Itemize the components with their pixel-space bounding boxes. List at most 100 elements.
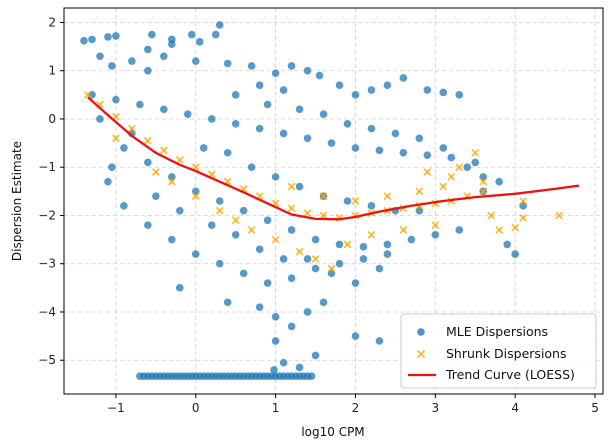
y-tick-label: 0 [48, 112, 56, 126]
shrunk-point [327, 264, 336, 273]
shrunk-point [247, 226, 256, 234]
y-axis-label: Dispersion Estimate [10, 141, 24, 261]
x-tick-label: 2 [352, 401, 360, 415]
mle-point [183, 110, 192, 118]
shrunk-dispersion-points [84, 90, 563, 273]
mle-point [207, 221, 216, 229]
mle-point [199, 144, 208, 152]
mle-point [303, 66, 312, 75]
trend-curve-group [87, 96, 580, 221]
y-axis-ticks: −5 −4 −3 −2 −1 0 1 2 [38, 15, 64, 367]
mle-point [415, 134, 424, 143]
mle-point [287, 322, 296, 331]
mle-point [144, 66, 152, 75]
legend-box [400, 313, 597, 389]
mle-point [104, 177, 112, 186]
mle-point [239, 269, 248, 278]
mle-point [271, 313, 280, 321]
mle-point [287, 226, 296, 234]
mle-point [303, 308, 312, 316]
mle-point [215, 21, 224, 29]
legend-marker-mle [417, 328, 425, 336]
mle-point [343, 197, 352, 205]
shrunk-point [271, 235, 280, 244]
mle-point [503, 240, 511, 249]
mle-point [270, 366, 278, 374]
shrunk-point [431, 221, 440, 230]
mle-point [335, 81, 344, 89]
mle-point [423, 151, 432, 159]
x-axis-ticks: −1 0 1 2 3 4 5 [107, 394, 599, 415]
y-tick-label: −5 [38, 353, 56, 367]
mle-point [239, 206, 248, 215]
shrunk-point [319, 192, 328, 201]
mle-point [112, 95, 120, 104]
mle-point [375, 146, 384, 155]
mle-point [80, 37, 88, 45]
legend: MLE Dispersions Shrunk Dispersions Trend… [400, 313, 597, 389]
mle-point [375, 337, 384, 345]
mle-point [287, 62, 296, 70]
mle-point [247, 62, 256, 70]
mle-point [191, 57, 200, 65]
shrunk-point [159, 146, 168, 155]
mle-point [311, 351, 320, 360]
mle-point [455, 226, 464, 234]
shrunk-point [303, 209, 312, 217]
y-tick-label: −2 [38, 208, 56, 222]
y-tick-label: −3 [38, 257, 56, 271]
mle-point [319, 110, 328, 118]
mle-point [295, 105, 304, 114]
shrunk-point [479, 177, 488, 186]
mle-point [455, 91, 464, 99]
mle-point [439, 88, 448, 97]
trend-curve [87, 96, 580, 221]
mle-point [231, 120, 240, 128]
y-tick-label: 2 [48, 15, 56, 29]
shrunk-point [399, 226, 408, 234]
shrunk-point [319, 211, 328, 220]
shrunk-point [143, 136, 152, 145]
shrunk-point [191, 192, 200, 201]
shrunk-point [84, 90, 92, 99]
mle-point [383, 81, 392, 89]
mle-point [447, 153, 456, 162]
shrunk-point [519, 197, 528, 205]
plot-frame [63, 7, 604, 395]
mle-point [195, 37, 204, 46]
mle-point [407, 235, 416, 244]
mle-point [335, 240, 344, 249]
legend-marker-shrunk [416, 349, 426, 359]
mle-point [108, 62, 116, 70]
mle-point [319, 298, 328, 307]
shrunk-point [479, 187, 488, 196]
shrunk-point [447, 172, 456, 181]
mle-point [383, 240, 392, 249]
mle-point [207, 115, 216, 123]
mle-point [168, 235, 176, 244]
mle-point [343, 120, 352, 128]
mle-point [223, 148, 232, 157]
x-tick-label: −1 [107, 401, 125, 415]
mle-point [287, 274, 296, 283]
mle-point [231, 91, 240, 99]
mle-point [96, 52, 104, 61]
mle-point [160, 105, 168, 114]
mle-point [279, 255, 288, 263]
mle-point [255, 245, 264, 254]
mle-point [263, 216, 272, 225]
mle-point [104, 33, 112, 41]
shrunk-point [439, 182, 448, 191]
mle-point [471, 158, 480, 167]
mle-point [307, 372, 316, 380]
shrunk-point [367, 230, 376, 239]
mle-point [263, 100, 272, 109]
mle-point [295, 363, 304, 372]
shrunk-point [511, 223, 520, 232]
mle-point [367, 124, 376, 133]
mle-point [88, 35, 96, 44]
legend-label-trend: Trend Curve (LOESS) [445, 367, 575, 382]
mle-point [144, 45, 152, 54]
shrunk-point [295, 247, 304, 256]
